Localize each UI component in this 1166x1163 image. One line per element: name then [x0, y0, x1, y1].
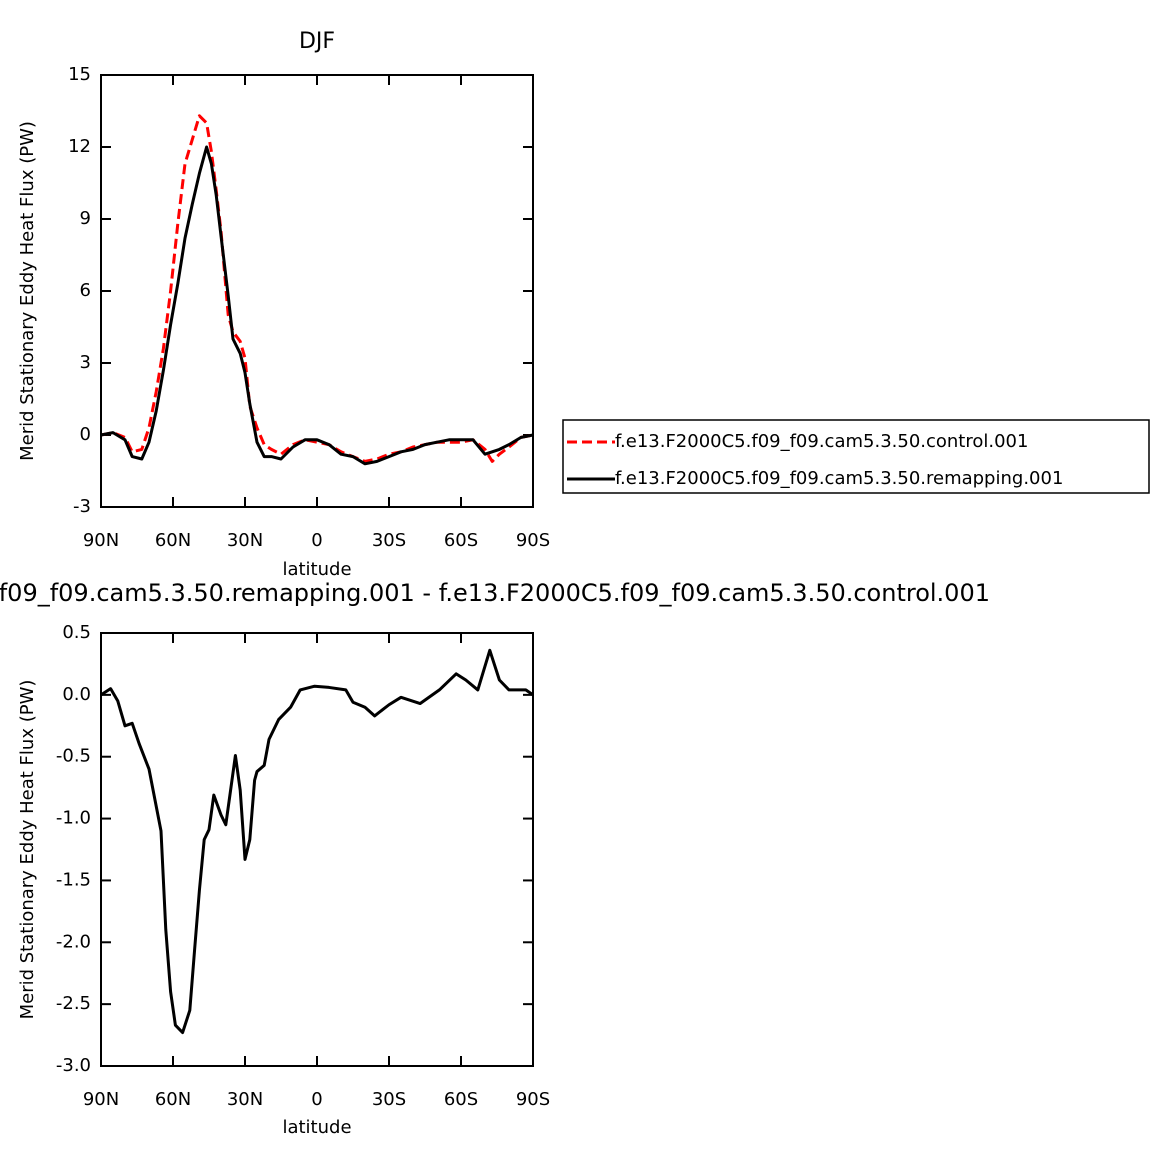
legend-label: f.e13.F2000C5.f09_f09.cam5.3.50.remappin…: [615, 468, 1063, 489]
y-tick-label: 0.5: [62, 622, 91, 643]
x-tick-label: 60N: [155, 1089, 191, 1110]
x-tick-label: 30N: [227, 530, 263, 551]
x-axis-label: latitude: [282, 1117, 351, 1138]
x-tick-label: 90N: [83, 1089, 119, 1110]
y-axis-label: Merid Stationary Eddy Heat Flux (PW): [17, 680, 38, 1020]
x-tick-label: 90S: [516, 1089, 550, 1110]
y-tick-label: -3: [73, 496, 91, 517]
y-axis-label-clip: Merid Stationary Eddy Heat Flux (PW): [17, 680, 38, 1020]
chart-title: f.e13.F2000C5.f09_f09.cam5.3.50.remappin…: [0, 579, 990, 607]
plot-frame: [100, 632, 534, 1067]
x-tick-label: 30S: [372, 1089, 406, 1110]
y-tick-label: -2.0: [56, 931, 91, 952]
y-tick-label: 6: [80, 280, 91, 301]
y-tick-label: 12: [68, 136, 91, 157]
y-axis-label: Merid Stationary Eddy Heat Flux (PW): [17, 121, 38, 461]
chart-title: DJF: [299, 29, 335, 54]
y-tick-label: 15: [68, 64, 91, 85]
x-tick-label: 0: [311, 530, 322, 551]
y-tick-label: -2.5: [56, 993, 91, 1014]
x-tick-label: 30N: [227, 1089, 263, 1110]
series-line: [100, 648, 534, 1035]
series-line: [100, 145, 534, 466]
y-tick-label: 3: [80, 352, 91, 373]
y-tick-label: 0: [80, 424, 91, 445]
series-line: [100, 114, 534, 463]
x-tick-label: 0: [311, 1089, 322, 1110]
x-tick-label: 60S: [444, 1089, 478, 1110]
legend-box: [562, 419, 1150, 494]
x-tick-label: 90N: [83, 530, 119, 551]
y-tick-label: 0.0: [62, 684, 91, 705]
y-tick-label: 9: [80, 208, 91, 229]
y-tick-label: -1.5: [56, 869, 91, 890]
y-tick-label: -3.0: [56, 1055, 91, 1076]
x-tick-label: 90S: [516, 530, 550, 551]
y-tick-label: -0.5: [56, 746, 91, 767]
y-tick-label: -1.0: [56, 808, 91, 829]
plot-frame: [100, 74, 534, 508]
x-axis-label: latitude: [282, 559, 351, 580]
x-tick-label: 60S: [444, 530, 478, 551]
x-tick-label: 60N: [155, 530, 191, 551]
x-tick-label: 30S: [372, 530, 406, 551]
legend-label: f.e13.F2000C5.f09_f09.cam5.3.50.control.…: [615, 431, 1028, 452]
